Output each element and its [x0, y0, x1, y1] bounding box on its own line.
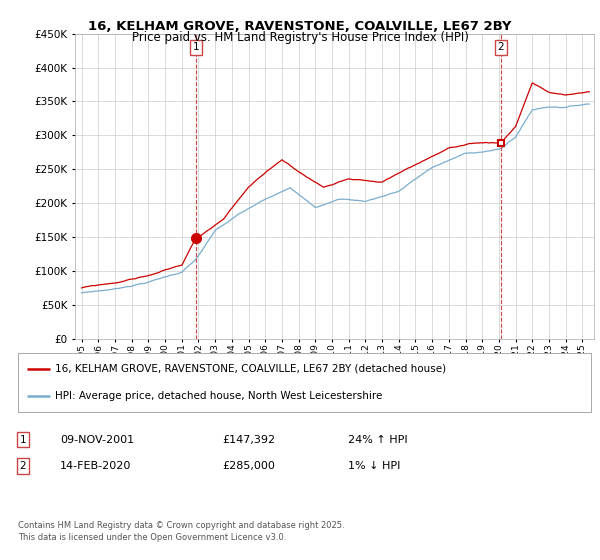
Text: 16, KELHAM GROVE, RAVENSTONE, COALVILLE, LE67 2BY (detached house): 16, KELHAM GROVE, RAVENSTONE, COALVILLE,… — [55, 363, 446, 374]
Text: HPI: Average price, detached house, North West Leicestershire: HPI: Average price, detached house, Nort… — [55, 391, 383, 401]
Text: Contains HM Land Registry data © Crown copyright and database right 2025.
This d: Contains HM Land Registry data © Crown c… — [18, 521, 344, 542]
Text: 09-NOV-2001: 09-NOV-2001 — [60, 435, 134, 445]
Text: 2: 2 — [497, 42, 504, 52]
Text: 16, KELHAM GROVE, RAVENSTONE, COALVILLE, LE67 2BY: 16, KELHAM GROVE, RAVENSTONE, COALVILLE,… — [88, 20, 512, 32]
Text: 14-FEB-2020: 14-FEB-2020 — [60, 461, 131, 471]
Text: 1: 1 — [19, 435, 26, 445]
Text: 24% ↑ HPI: 24% ↑ HPI — [348, 435, 407, 445]
Text: 1: 1 — [193, 42, 199, 52]
Text: £285,000: £285,000 — [222, 461, 275, 471]
Text: 2: 2 — [19, 461, 26, 471]
Text: £147,392: £147,392 — [222, 435, 275, 445]
Text: 1% ↓ HPI: 1% ↓ HPI — [348, 461, 400, 471]
Text: Price paid vs. HM Land Registry's House Price Index (HPI): Price paid vs. HM Land Registry's House … — [131, 31, 469, 44]
